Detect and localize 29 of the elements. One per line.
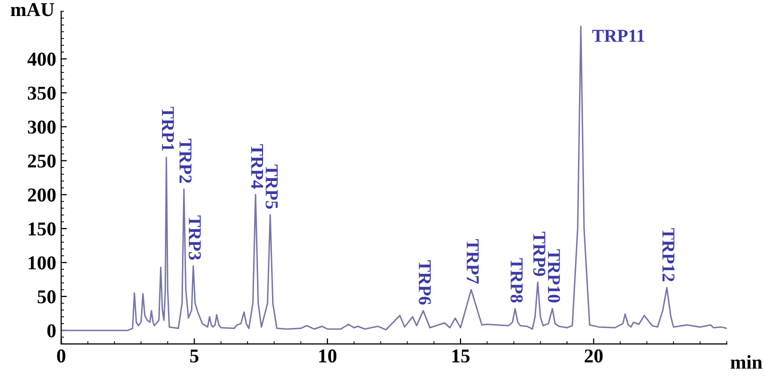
y-tick-label: 250 xyxy=(28,154,56,168)
y-tick-label: 350 xyxy=(28,86,56,100)
annotation: TRP8 xyxy=(510,258,523,303)
annotation: TRP3 xyxy=(188,216,201,260)
annotation: TRP10 xyxy=(548,249,560,302)
x-axis-title: min xyxy=(730,355,762,369)
x-tick-label: 5 xyxy=(190,350,198,363)
y-axis-title: mAU xyxy=(10,3,54,16)
line-series xyxy=(61,26,727,332)
y-tick-label: 150 xyxy=(28,222,56,236)
annotation: TRP11 xyxy=(592,30,644,42)
annotation: TRP12 xyxy=(662,228,674,282)
y-tick-label: 300 xyxy=(28,120,56,134)
y-tick-label: 0 xyxy=(47,324,56,338)
annotation: TRP5 xyxy=(266,164,278,209)
annotation: TRP7 xyxy=(466,239,479,284)
y-tick-label: 100 xyxy=(28,256,56,270)
x-tick-label: 20 xyxy=(584,349,603,363)
annotation: TRP9 xyxy=(533,232,546,276)
annotation: TRP2 xyxy=(180,138,192,183)
y-tick-label: 50 xyxy=(38,290,56,304)
annotation: TRP4 xyxy=(251,144,264,189)
annotation: TRP1 xyxy=(162,106,174,151)
annotation: TRP6 xyxy=(418,260,431,305)
y-tick-label: 400 xyxy=(27,52,56,66)
x-tick-label: 0 xyxy=(57,349,66,363)
x-tick-label: 15 xyxy=(452,349,470,363)
x-tick-label: 10 xyxy=(319,349,336,363)
y-tick-label: 200 xyxy=(28,188,56,202)
